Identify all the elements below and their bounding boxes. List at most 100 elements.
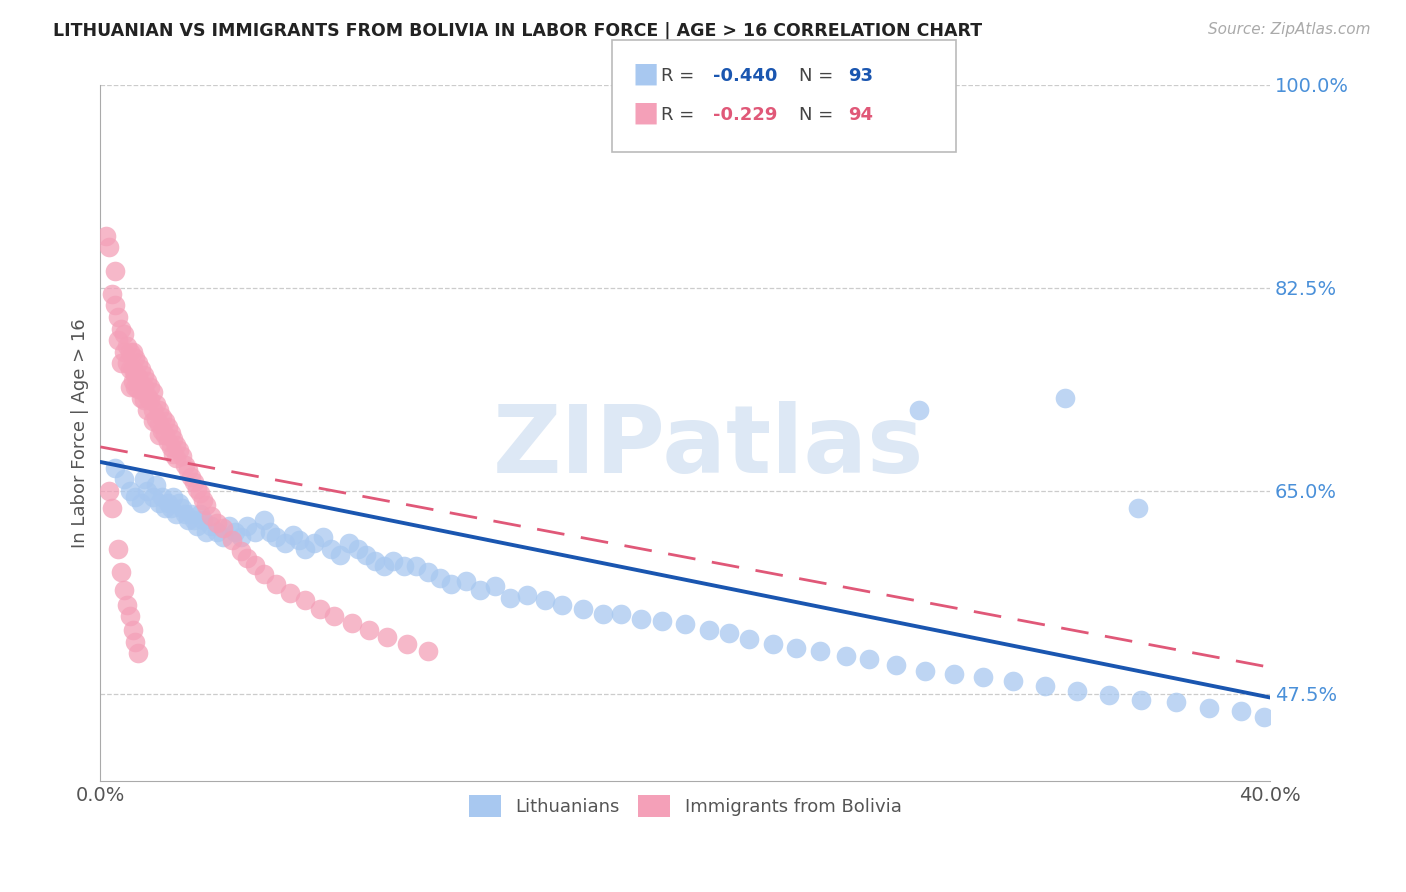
Point: [245, 558, 267, 573]
Point: [194, 524, 217, 539]
Point: [121, 623, 143, 637]
Point: [229, 530, 252, 544]
Point: [124, 634, 146, 648]
Point: [124, 351, 146, 365]
Point: [835, 648, 858, 663]
Point: [101, 286, 124, 301]
Text: -0.440: -0.440: [713, 67, 778, 85]
Point: [148, 428, 170, 442]
Text: LITHUANIAN VS IMMIGRANTS FROM BOLIVIA IN LABOR FORCE | AGE > 16 CORRELATION CHAR: LITHUANIAN VS IMMIGRANTS FROM BOLIVIA IN…: [53, 22, 983, 40]
Point: [183, 475, 205, 489]
Point: [738, 632, 761, 647]
Point: [115, 339, 138, 353]
Point: [194, 498, 217, 512]
Point: [1229, 705, 1251, 719]
Point: [264, 530, 287, 544]
Point: [697, 623, 720, 637]
Point: [180, 470, 202, 484]
Point: [914, 664, 936, 678]
Point: [121, 374, 143, 388]
Point: [169, 443, 191, 458]
Point: [104, 263, 127, 277]
Point: [186, 518, 208, 533]
Point: [124, 368, 146, 382]
Point: [207, 516, 229, 531]
Point: [142, 414, 165, 428]
Text: 94: 94: [848, 106, 873, 124]
Point: [224, 524, 246, 539]
Point: [183, 513, 205, 527]
Point: [186, 482, 208, 496]
Point: [1166, 695, 1188, 709]
Point: [1098, 688, 1121, 702]
Point: [396, 637, 419, 651]
Point: [104, 298, 127, 312]
Point: [253, 567, 276, 582]
Point: [172, 449, 194, 463]
Text: -0.229: -0.229: [713, 106, 778, 124]
Point: [162, 490, 184, 504]
Point: [470, 582, 492, 597]
Point: [245, 524, 267, 539]
Point: [440, 576, 463, 591]
Point: [153, 428, 176, 442]
Point: [142, 402, 165, 417]
Point: [273, 536, 295, 550]
Point: [200, 518, 222, 533]
Text: 93: 93: [848, 67, 873, 85]
Text: N =: N =: [799, 67, 838, 85]
Point: [174, 507, 197, 521]
Text: ZIPatlas: ZIPatlas: [494, 401, 924, 493]
Point: [1054, 391, 1077, 405]
Point: [115, 356, 138, 370]
Point: [165, 451, 187, 466]
Point: [718, 625, 741, 640]
Point: [139, 379, 162, 393]
Point: [110, 356, 132, 370]
Point: [1066, 683, 1088, 698]
Point: [302, 536, 325, 550]
Point: [188, 507, 211, 521]
Point: [294, 541, 316, 556]
Point: [118, 609, 141, 624]
Point: [1001, 674, 1024, 689]
Point: [177, 513, 200, 527]
Point: [785, 640, 807, 655]
Point: [142, 490, 165, 504]
Point: [134, 393, 156, 408]
Point: [129, 362, 152, 376]
Point: [127, 370, 149, 384]
Point: [1033, 679, 1056, 693]
Point: [329, 548, 352, 562]
Point: [394, 559, 416, 574]
Point: [762, 637, 785, 651]
Point: [124, 379, 146, 393]
Point: [499, 591, 522, 605]
Point: [943, 667, 966, 681]
Point: [134, 379, 156, 393]
Point: [516, 588, 538, 602]
Point: [136, 483, 159, 498]
Point: [294, 593, 316, 607]
Point: [127, 382, 149, 396]
Point: [162, 447, 184, 461]
Point: [375, 630, 398, 644]
Point: [177, 463, 200, 477]
Point: [165, 507, 187, 521]
Point: [150, 490, 173, 504]
Point: [218, 518, 240, 533]
Point: [148, 402, 170, 417]
Point: [159, 501, 181, 516]
Point: [264, 576, 287, 591]
Point: [142, 385, 165, 400]
Point: [112, 582, 135, 597]
Point: [364, 553, 387, 567]
Point: [191, 513, 214, 527]
Point: [381, 553, 404, 567]
Point: [159, 440, 181, 454]
Text: ■: ■: [633, 59, 659, 87]
Point: [124, 490, 146, 504]
Point: [858, 652, 880, 666]
Point: [484, 579, 506, 593]
Point: [346, 541, 368, 556]
